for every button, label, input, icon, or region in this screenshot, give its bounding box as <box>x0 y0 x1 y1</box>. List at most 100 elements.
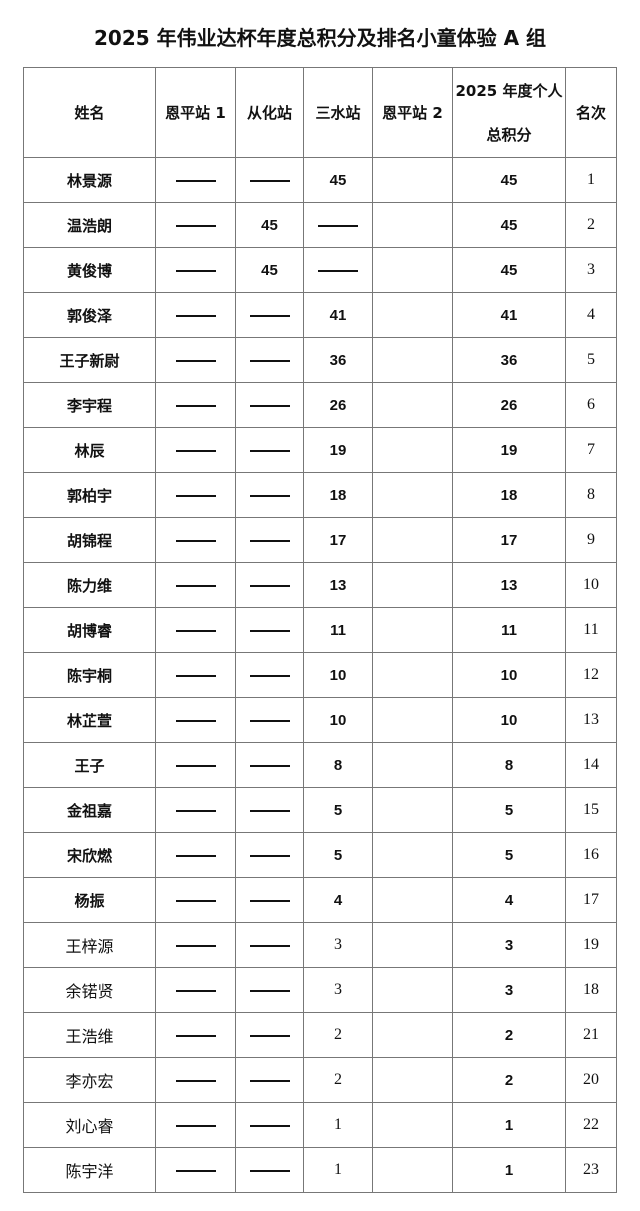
cell-total: 45 <box>452 247 566 293</box>
cell-conghua <box>235 157 304 203</box>
cell-enping-2 <box>372 697 453 743</box>
cell-sanshui: 5 <box>303 832 373 878</box>
table-row: 林辰 19 19 7 <box>23 427 617 473</box>
cell-name: 宋欣燃 <box>23 832 156 878</box>
cell-enping-1 <box>155 607 236 653</box>
cell-conghua <box>235 427 304 473</box>
cell-enping-1 <box>155 697 236 743</box>
cell-conghua <box>235 1057 304 1103</box>
dash-placeholder <box>249 854 290 857</box>
cell-enping-1 <box>155 832 236 878</box>
cell-name: 陈力维 <box>23 562 156 608</box>
cell-sanshui: 19 <box>303 427 373 473</box>
cell-enping-2 <box>372 1147 453 1193</box>
ranking-table: 姓名 恩平站 1 从化站 三水站 恩平站 2 2025 年度个人 总积分 名次 林… <box>23 67 617 1193</box>
cell-name: 陈宇桐 <box>23 652 156 698</box>
cell-total: 45 <box>452 202 566 248</box>
table-row: 温浩朗 45 45 2 <box>23 202 617 248</box>
dash-placeholder <box>249 674 290 677</box>
dash-placeholder <box>249 494 290 497</box>
dash-placeholder <box>175 899 216 902</box>
page-title: 2025 年伟业达杯年度总积分及排名小童体验 A 组 <box>93 26 547 50</box>
cell-name: 林芷萱 <box>23 697 156 743</box>
cell-name: 余锘贤 <box>23 967 156 1013</box>
cell-sanshui: 41 <box>303 292 373 338</box>
cell-rank: 17 <box>565 877 617 923</box>
header-row: 姓名 恩平站 1 从化站 三水站 恩平站 2 2025 年度个人 总积分 名次 <box>23 67 617 158</box>
dash-placeholder <box>175 269 216 272</box>
cell-rank: 8 <box>565 472 617 518</box>
cell-enping-2 <box>372 472 453 518</box>
cell-conghua <box>235 562 304 608</box>
cell-enping-1 <box>155 157 236 203</box>
header-total-line1: 2025 年度个人 <box>455 81 563 100</box>
cell-enping-1 <box>155 427 236 473</box>
cell-enping-1 <box>155 922 236 968</box>
cell-conghua <box>235 967 304 1013</box>
cell-sanshui: 2 <box>303 1057 373 1103</box>
header-sanshui: 三水站 <box>303 67 373 158</box>
cell-total: 26 <box>452 382 566 428</box>
dash-placeholder <box>175 629 216 632</box>
dash-placeholder <box>175 1079 216 1082</box>
cell-enping-2 <box>372 292 453 338</box>
cell-total: 17 <box>452 517 566 563</box>
header-total-line2: 总积分 <box>486 125 532 144</box>
table-row: 陈宇桐 10 10 12 <box>23 652 617 698</box>
cell-conghua <box>235 652 304 698</box>
dash-placeholder <box>249 1169 290 1172</box>
cell-rank: 21 <box>565 1012 617 1058</box>
cell-sanshui: 4 <box>303 877 373 923</box>
cell-conghua <box>235 832 304 878</box>
cell-name: 陈宇洋 <box>23 1147 156 1193</box>
cell-enping-1 <box>155 967 236 1013</box>
cell-total: 41 <box>452 292 566 338</box>
cell-enping-2 <box>372 1012 453 1058</box>
cell-rank: 7 <box>565 427 617 473</box>
cell-name: 李宇程 <box>23 382 156 428</box>
cell-name: 林辰 <box>23 427 156 473</box>
cell-enping-2 <box>372 157 453 203</box>
table-row: 王梓源 3 3 19 <box>23 922 617 968</box>
cell-total: 45 <box>452 157 566 203</box>
cell-rank: 5 <box>565 337 617 383</box>
cell-enping-1 <box>155 247 236 293</box>
dash-placeholder <box>318 269 358 272</box>
table-row: 郭俊泽 41 41 4 <box>23 292 617 338</box>
cell-sanshui: 13 <box>303 562 373 608</box>
dash-placeholder <box>249 1034 290 1037</box>
cell-enping-2 <box>372 337 453 383</box>
cell-enping-1 <box>155 742 236 788</box>
cell-sanshui: 11 <box>303 607 373 653</box>
cell-enping-2 <box>372 922 453 968</box>
cell-enping-2 <box>372 877 453 923</box>
table-row: 金祖嘉 5 5 15 <box>23 787 617 833</box>
cell-conghua: 45 <box>235 202 304 248</box>
cell-sanshui: 10 <box>303 652 373 698</box>
cell-total: 2 <box>452 1012 566 1058</box>
cell-name: 黄俊博 <box>23 247 156 293</box>
cell-enping-2 <box>372 382 453 428</box>
dash-placeholder <box>175 809 216 812</box>
cell-rank: 20 <box>565 1057 617 1103</box>
cell-name: 杨振 <box>23 877 156 923</box>
dash-placeholder <box>175 404 216 407</box>
cell-enping-2 <box>372 562 453 608</box>
cell-rank: 11 <box>565 607 617 653</box>
cell-rank: 14 <box>565 742 617 788</box>
cell-enping-2 <box>372 742 453 788</box>
cell-total: 5 <box>452 832 566 878</box>
cell-sanshui: 5 <box>303 787 373 833</box>
cell-total: 8 <box>452 742 566 788</box>
cell-total: 13 <box>452 562 566 608</box>
cell-sanshui <box>303 247 373 293</box>
cell-total: 1 <box>452 1147 566 1193</box>
cell-conghua <box>235 292 304 338</box>
dash-placeholder <box>175 314 216 317</box>
dash-placeholder <box>175 359 216 362</box>
cell-conghua <box>235 787 304 833</box>
cell-sanshui <box>303 202 373 248</box>
header-name: 姓名 <box>23 67 156 158</box>
table-row: 刘心睿 1 1 22 <box>23 1102 617 1148</box>
cell-total: 5 <box>452 787 566 833</box>
